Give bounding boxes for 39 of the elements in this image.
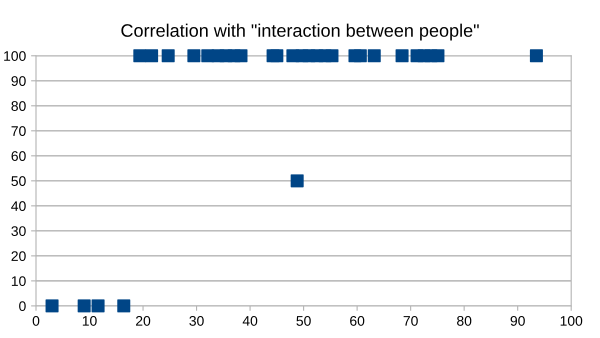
point (270, 49, 284, 62)
y-tick-label: 20 (12, 251, 26, 262)
point (78, 299, 91, 312)
x-tick-label: 80 (457, 316, 472, 326)
point (354, 49, 367, 62)
point (162, 49, 175, 62)
y-tick-label: 60 (12, 151, 26, 161)
point (368, 49, 381, 62)
point (290, 174, 304, 188)
x-tick-label: 20 (136, 316, 150, 326)
y-tick-label: 80 (11, 101, 26, 111)
chart-title: Correlation with "interaction between people" (121, 24, 479, 40)
x-tick-label: 10 (82, 316, 97, 326)
x-tick-label: 50 (296, 316, 311, 326)
y-tick-label: 40 (11, 201, 26, 212)
y-tick-label: 10 (12, 276, 26, 286)
x-tick-label: 100 (560, 316, 582, 326)
x-tick-label: 40 (242, 316, 258, 326)
y-tick-label: 70 (12, 126, 26, 136)
point (117, 299, 130, 312)
point (396, 49, 409, 62)
x-tick-label: 60 (350, 316, 364, 326)
point (92, 299, 105, 312)
y-tick-label: 90 (11, 76, 26, 86)
x-tick-label: 90 (510, 316, 525, 326)
point (234, 49, 248, 62)
y-tick-label: 50 (11, 176, 26, 186)
y-tick-label: 100 (4, 51, 26, 61)
y-tick-label: 0 (19, 301, 26, 312)
point (325, 49, 338, 62)
x-tick-label: 0 (32, 316, 40, 326)
point (187, 49, 200, 62)
point (145, 49, 158, 62)
point (431, 49, 444, 62)
y-tick-label: 30 (11, 226, 26, 236)
x-tick-label: 30 (189, 316, 204, 326)
point (46, 299, 59, 312)
x-tick-label: 70 (404, 316, 418, 326)
point (530, 49, 543, 62)
